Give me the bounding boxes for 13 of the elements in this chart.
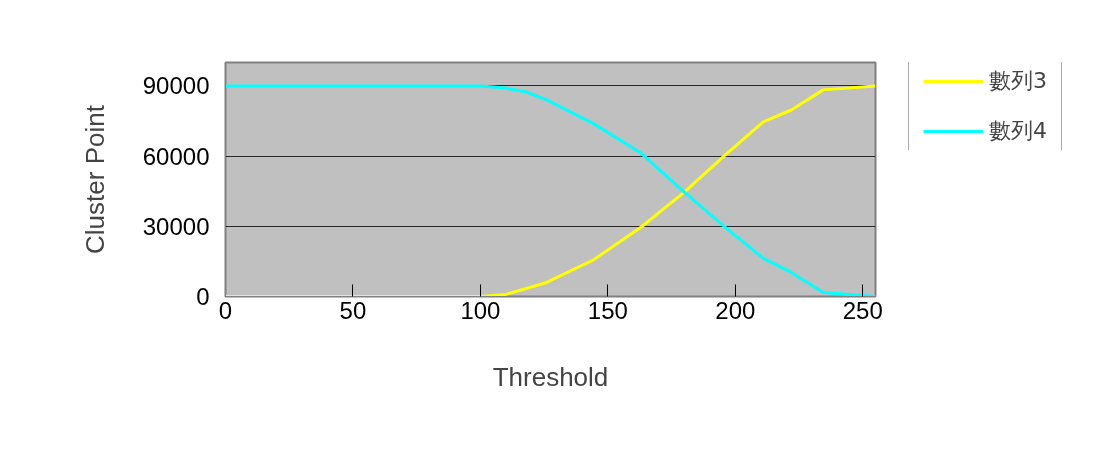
y-axis-title: Cluster Point <box>79 104 110 254</box>
x-tick-label: 0 <box>218 296 233 324</box>
x-tick-label: 200 <box>715 296 756 324</box>
legend-label: 數列3 <box>989 67 1047 95</box>
x-tick-label: 150 <box>587 296 628 324</box>
y-tick-label: 30000 <box>142 212 210 240</box>
y-tick-label: 60000 <box>142 142 210 170</box>
x-axis-title: Threshold <box>492 361 609 392</box>
x-tick-label: 50 <box>339 296 367 324</box>
x-tick-label: 100 <box>460 296 501 324</box>
x-tick-label: 250 <box>842 296 883 324</box>
legend-label: 數列4 <box>989 117 1047 145</box>
y-tick-label: 90000 <box>142 72 210 100</box>
